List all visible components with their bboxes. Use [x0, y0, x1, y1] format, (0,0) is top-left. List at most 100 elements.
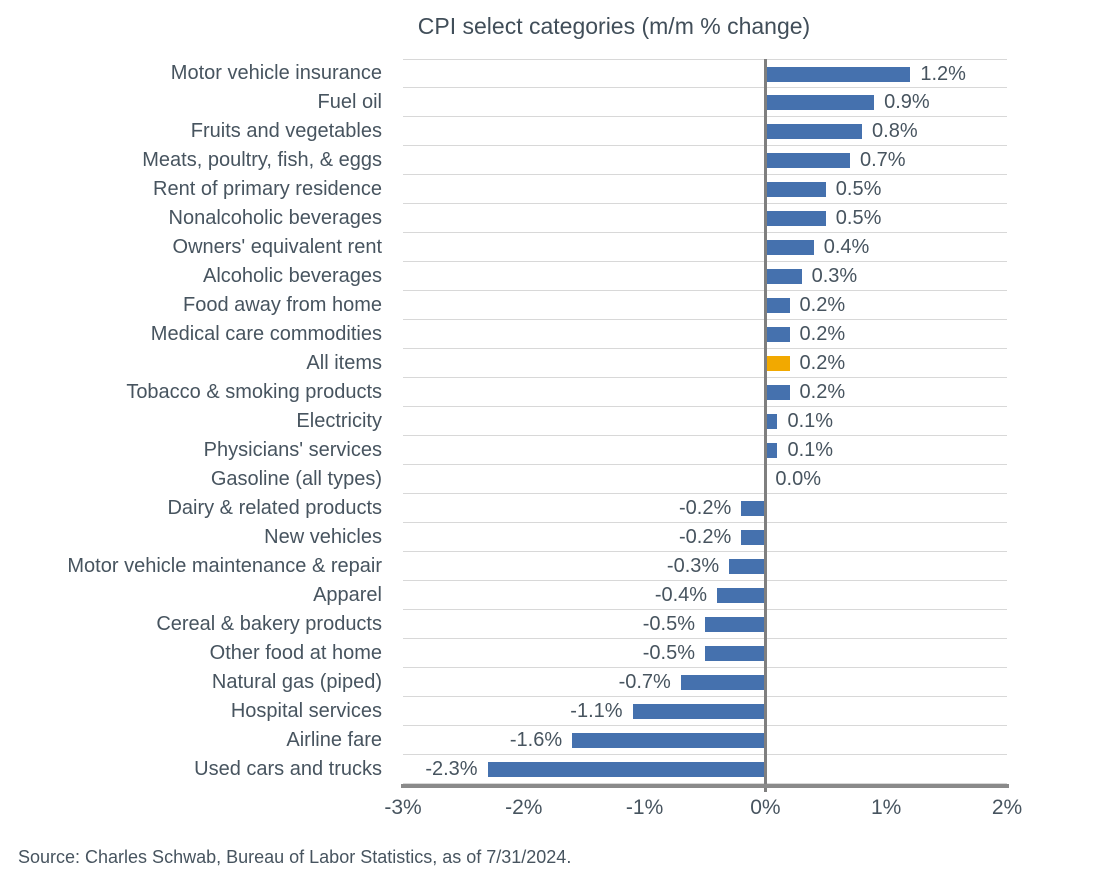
value-label: 0.0% — [775, 468, 821, 490]
table-row: Cereal & bakery products -0.5% — [0, 610, 1007, 639]
bar — [765, 211, 826, 226]
value-label: 0.1% — [787, 439, 834, 461]
bar — [765, 182, 826, 197]
plot-cell: -0.2% — [403, 523, 1007, 552]
plot-cell: 0.3% — [403, 262, 1007, 291]
bar — [487, 762, 766, 777]
table-row: Dairy & related products -0.2% — [0, 494, 1007, 523]
category-label: Owners' equivalent rent — [172, 236, 382, 258]
bar — [765, 298, 790, 313]
value-label: -1.6% — [509, 729, 563, 751]
table-row: Natural gas (piped) -0.7% — [0, 668, 1007, 697]
bar — [765, 95, 875, 110]
x-axis-tick-label: 1% — [871, 796, 902, 819]
x-axis-tick-label: -3% — [384, 796, 422, 819]
category-label: Tobacco & smoking products — [126, 381, 382, 403]
bar — [765, 124, 863, 139]
plot-cell: 0.2% — [403, 349, 1007, 378]
table-row: New vehicles -0.2% — [0, 523, 1007, 552]
category-label: Medical care commodities — [150, 323, 382, 345]
bar — [572, 733, 766, 748]
category-label: Meats, poultry, fish, & eggs — [142, 149, 382, 171]
value-label: -1.1% — [570, 700, 623, 722]
bar-chart: Motor vehicle insurance 1.2% Fuel oil 0.9% F… — [0, 59, 1007, 784]
category-label: Natural gas (piped) — [211, 671, 382, 693]
category-label: Used cars and trucks — [194, 758, 382, 780]
category-label: Dairy & related products — [167, 497, 382, 519]
category-label: Alcoholic beverages — [203, 265, 382, 287]
table-row: Fruits and vegetables 0.8% — [0, 117, 1007, 146]
category-label: Motor vehicle insurance — [170, 62, 382, 84]
category-label: Gasoline (all types) — [210, 468, 382, 490]
plot-cell: -0.4% — [403, 581, 1007, 610]
plot-cell: 0.2% — [403, 378, 1007, 407]
table-row: Used cars and trucks -2.3% — [0, 755, 1007, 784]
category-label: Motor vehicle maintenance & repair — [67, 555, 382, 577]
source-note: Source: Charles Schwab, Bureau of Labor … — [18, 847, 572, 867]
bar — [765, 240, 814, 255]
table-row: Rent of primary residence 0.5% — [0, 175, 1007, 204]
bar — [765, 385, 790, 400]
bar — [741, 501, 766, 516]
x-axis-tick-label: 0% — [750, 796, 781, 819]
value-label: 0.1% — [787, 410, 834, 432]
category-label: Food away from home — [183, 294, 382, 316]
plot-cell: -0.3% — [403, 552, 1007, 581]
category-label: Hospital services — [230, 700, 382, 722]
plot-cell: 1.2% — [403, 59, 1007, 88]
value-label: 0.2% — [799, 294, 846, 316]
plot-cell: 0.2% — [403, 320, 1007, 349]
bar — [765, 327, 790, 342]
bar — [729, 559, 766, 574]
bar — [765, 443, 778, 458]
plot-cell: -0.2% — [403, 494, 1007, 523]
plot-cell: 0.9% — [403, 88, 1007, 117]
plot-cell: 0.4% — [403, 233, 1007, 262]
table-row: Gasoline (all types) 0.0% — [0, 465, 1007, 494]
plot-cell: -0.5% — [403, 610, 1007, 639]
bar — [632, 704, 766, 719]
category-label: Nonalcoholic beverages — [168, 207, 382, 229]
bar — [765, 153, 850, 168]
bar — [765, 67, 911, 82]
bar — [705, 646, 766, 661]
value-label: 0.5% — [835, 178, 882, 200]
plot-cell: 0.5% — [403, 175, 1007, 204]
value-label: 0.2% — [799, 381, 846, 403]
plot-cell: 0.0% — [403, 465, 1007, 494]
table-row: Food away from home 0.2% — [0, 291, 1007, 320]
chart-title: CPI select categories (m/m % change) — [417, 13, 811, 39]
value-label: -0.4% — [654, 584, 708, 606]
table-row: Nonalcoholic beverages 0.5% — [0, 204, 1007, 233]
value-label: -0.7% — [618, 671, 671, 693]
plot-cell: -0.5% — [403, 639, 1007, 668]
category-label: Cereal & bakery products — [156, 613, 382, 635]
plot-cell: 0.2% — [403, 291, 1007, 320]
table-row: Other food at home -0.5% — [0, 639, 1007, 668]
plot-cell: -2.3% — [403, 755, 1007, 784]
value-label: 0.2% — [799, 323, 846, 345]
plot-cell: 0.7% — [403, 146, 1007, 175]
x-axis-tick-label: 2% — [991, 796, 1023, 819]
value-label: 0.8% — [872, 120, 918, 142]
value-label: 0.3% — [811, 265, 858, 287]
category-label: New vehicles — [264, 526, 382, 548]
value-label: -0.5% — [642, 642, 695, 664]
value-label: 0.7% — [859, 149, 906, 171]
category-label: Physicians' services — [203, 439, 382, 461]
table-row: Owners' equivalent rent 0.4% — [0, 233, 1007, 262]
bar — [765, 414, 778, 429]
table-row: Fuel oil 0.9% — [0, 88, 1007, 117]
category-label: Electricity — [296, 410, 382, 432]
bar — [717, 588, 766, 603]
category-label: Apparel — [313, 584, 382, 606]
category-label: Other food at home — [209, 642, 382, 664]
value-label: 0.9% — [884, 91, 930, 113]
table-row: Airline fare -1.6% — [0, 726, 1007, 755]
value-label: 0.5% — [835, 207, 882, 229]
bar — [680, 675, 766, 690]
table-row: Tobacco & smoking products 0.2% — [0, 378, 1007, 407]
value-label: -0.3% — [666, 555, 720, 577]
value-label: -2.3% — [425, 758, 478, 780]
x-axis-tick-label: -1% — [625, 796, 664, 819]
